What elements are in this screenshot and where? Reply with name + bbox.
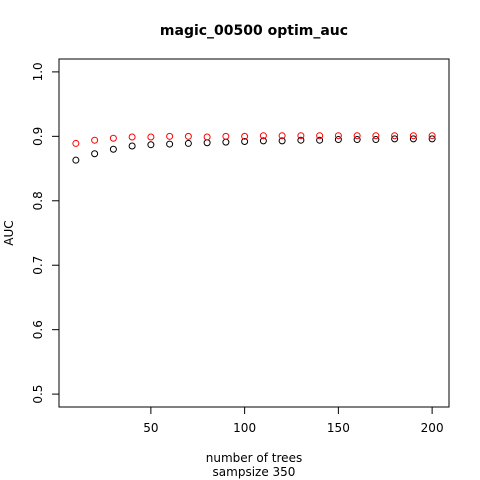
series-1-point [184,139,192,147]
x-tick-label: 200 [421,421,444,435]
series-2-point [278,132,286,140]
series-2-point [372,132,380,140]
series-2-point [147,133,155,141]
series-1-point [316,136,324,144]
series-2-point [222,132,230,140]
series-2-point [184,132,192,140]
series-1-point [297,136,305,144]
y-tick-label: 1.0 [31,62,45,81]
y-tick-label: 0.6 [31,320,45,339]
series-1-point [91,150,99,158]
series-2-point [259,132,267,140]
series-1-point [353,136,361,144]
series-2-point [72,139,80,147]
series-1-point [109,145,117,153]
series-2-point [353,132,361,140]
series-1-point [203,139,211,147]
series-2-point [334,132,342,140]
series-1-point [391,135,399,143]
series-2-point [428,132,436,140]
series-2-point [316,132,324,140]
series-1-point [372,136,380,144]
series-2-point [391,132,399,140]
series-1-point [334,136,342,144]
series-1-point [241,137,249,145]
series-2-point [203,133,211,141]
series-2-point [91,136,99,144]
series-1-point [259,137,267,145]
series-1-point [222,138,230,146]
series-2-point [109,134,117,142]
plot-frame [58,58,450,408]
x-tick-label: 50 [143,421,158,435]
y-tick-label: 0.7 [31,256,45,275]
series-2-point [241,132,249,140]
x-axis-sublabel: sampsize 350 [213,465,296,479]
series-1-point [128,142,136,150]
y-tick-label: 0.5 [31,385,45,404]
series-2-point [297,132,305,140]
x-tick-label: 100 [233,421,256,435]
series-1-point [166,140,174,148]
series-1-point [72,156,80,164]
y-axis-label: AUC [2,220,16,245]
y-tick-label: 0.9 [31,127,45,146]
y-tick-label: 0.8 [31,191,45,210]
x-tick-label: 150 [327,421,350,435]
series-1-point [409,135,417,143]
series-1-point [278,137,286,145]
y-axis: 0.5 0.6 0.7 0.8 0.9 1.0 [31,62,59,404]
series-1-point [147,141,155,149]
series-1-point [428,135,436,143]
x-axis-label: number of trees [206,451,302,465]
series-2-point [409,132,417,140]
series-2-point [128,133,136,141]
x-axis: 50 100 150 200 [143,407,444,435]
series-2-point [166,132,174,140]
data-points [72,132,436,164]
chart-title: magic_00500 optim_auc [160,23,348,39]
